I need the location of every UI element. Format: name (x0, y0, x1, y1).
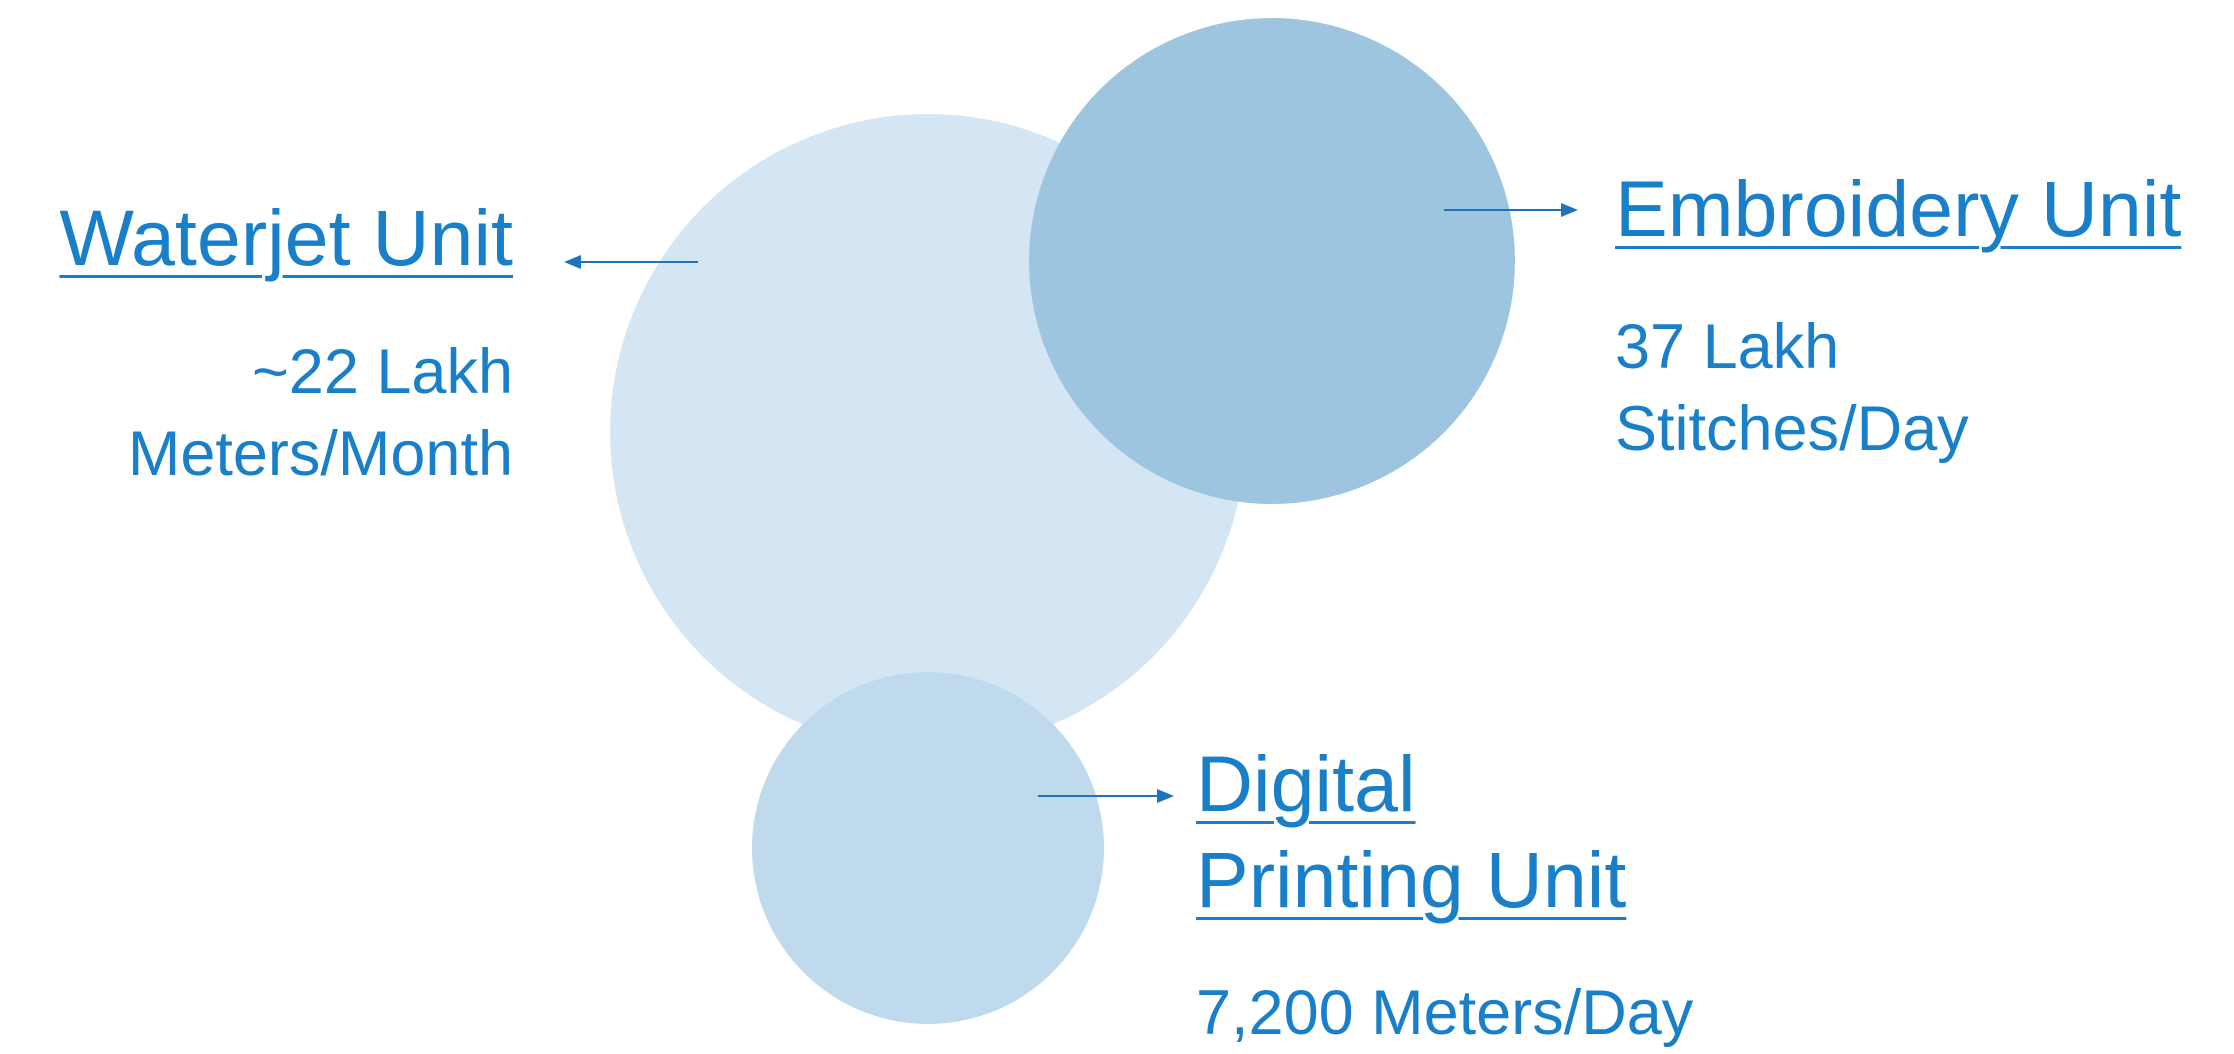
digital-printing-unit-title[interactable]: Digital Printing Unit (1196, 736, 1626, 928)
digital-printing-unit-stat: 7,200 Meters/Day (1196, 978, 1694, 1048)
embroidery-stat-unit: Stitches/Day (1615, 394, 1969, 464)
waterjet-stat-value: ~22 Lakh (252, 337, 513, 407)
digital-printing-arrow (1038, 789, 1174, 803)
digital-title-line1: Digital (1196, 739, 1416, 828)
waterjet-stat-unit: Meters/Month (127, 419, 513, 489)
embroidery-unit-stat: 37 Lakh Stitches/Day (1615, 306, 1969, 470)
waterjet-unit-title[interactable]: Waterjet Unit (59, 193, 513, 282)
digital-title-line2: Printing Unit (1196, 835, 1627, 924)
waterjet-unit-stat: ~22 Lakh Meters/Month (46, 331, 513, 495)
digital-printing-circle (752, 672, 1104, 1024)
embroidery-circle (1029, 18, 1515, 504)
embroidery-unit-title[interactable]: Embroidery Unit (1615, 164, 2182, 253)
waterjet-arrow (564, 255, 698, 269)
embroidery-stat-value: 37 Lakh (1615, 312, 1840, 382)
embroidery-arrow (1444, 203, 1578, 217)
